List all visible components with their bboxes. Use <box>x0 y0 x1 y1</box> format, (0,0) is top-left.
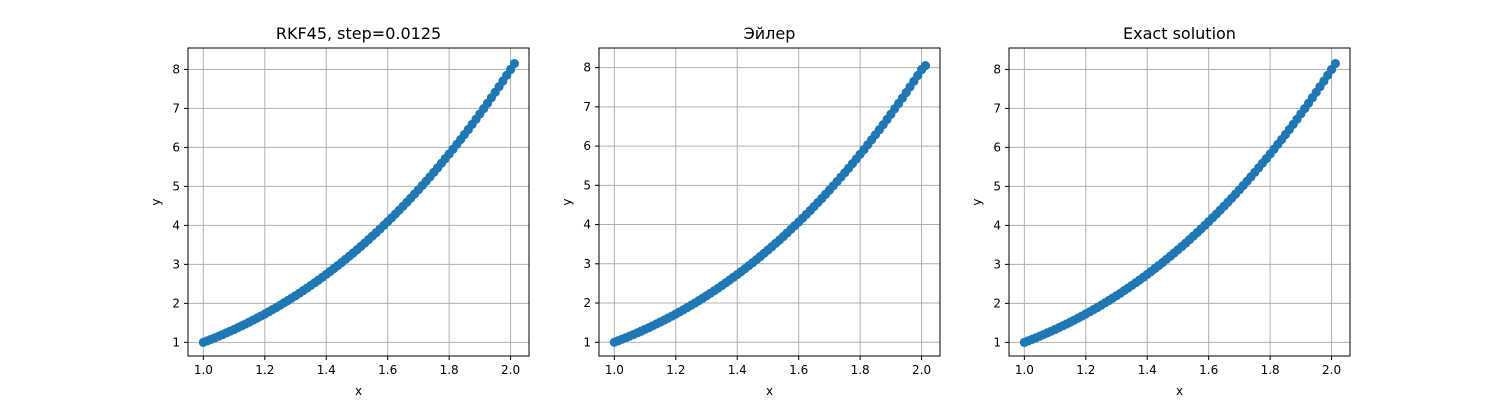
chart-title: Exact solution <box>1123 24 1236 43</box>
y-tick-label: 7 <box>993 101 1001 115</box>
x-axis-label: x <box>766 384 773 398</box>
x-tick-label: 2.0 <box>1322 363 1341 377</box>
y-tick-label: 1 <box>583 335 591 349</box>
x-tick-label: 2.0 <box>501 363 520 377</box>
y-tick-label: 4 <box>583 218 591 232</box>
x-tick-label: 1.2 <box>666 363 685 377</box>
y-tick-label: 8 <box>993 62 1001 76</box>
chart-panel-3: 1.0 1.2 1.4 1.6 1.8 2.0 1 2 3 4 5 6 7 8 Exact solution… <box>970 24 1351 398</box>
x-tick-label: 1.6 <box>1199 363 1218 377</box>
y-tick-label: 5 <box>583 178 591 192</box>
y-tick-label: 2 <box>583 296 591 310</box>
y-axis-label: y <box>560 198 574 205</box>
y-tick-label: 8 <box>172 62 180 76</box>
x-tick-label: 1.8 <box>440 363 459 377</box>
x-tick-label: 1.0 <box>1015 363 1034 377</box>
x-tick-label: 1.2 <box>255 363 274 377</box>
y-tick-label: 7 <box>583 100 591 114</box>
y-tick-label: 6 <box>172 140 180 154</box>
data-series <box>1019 58 1341 347</box>
y-tick-label: 5 <box>172 179 180 193</box>
y-tick-label: 2 <box>993 296 1001 310</box>
data-point <box>509 58 520 69</box>
x-axis-label: x <box>355 384 362 398</box>
chart-title: Эйлер <box>744 24 796 43</box>
y-tick-label: 4 <box>172 218 180 232</box>
y-tick-label: 7 <box>172 101 180 115</box>
x-tick-label: 1.4 <box>728 363 747 377</box>
x-tick-label: 1.0 <box>605 363 624 377</box>
x-tick-label: 1.4 <box>1138 363 1157 377</box>
x-axis-label: x <box>1176 384 1183 398</box>
chart-panel-2: 1.0 1.2 1.4 1.6 1.8 2.0 1 2 3 4 5 6 7 8 Эйлер x y <box>560 24 941 398</box>
x-tick-label: 1.8 <box>851 363 870 377</box>
y-tick-label: 4 <box>993 218 1001 232</box>
y-tick-label: 1 <box>172 335 180 349</box>
x-tick-label: 1.2 <box>1076 363 1095 377</box>
chart-title: RKF45, step=0.0125 <box>276 24 441 43</box>
x-tick-label: 1.6 <box>378 363 397 377</box>
x-tick-label: 1.8 <box>1261 363 1280 377</box>
y-tick-label: 6 <box>993 140 1001 154</box>
y-tick-label: 3 <box>583 257 591 271</box>
data-point <box>920 61 931 71</box>
y-tick-label: 3 <box>993 257 1001 271</box>
y-tick-label: 1 <box>993 335 1001 349</box>
y-axis-label: y <box>149 198 163 205</box>
y-tick-label: 5 <box>993 179 1001 193</box>
data-series <box>198 58 520 347</box>
x-tick-label: 1.4 <box>317 363 336 377</box>
plot-frame <box>187 47 530 357</box>
data-point <box>1330 58 1341 69</box>
data-series <box>609 61 931 347</box>
x-tick-label: 1.6 <box>789 363 808 377</box>
plot-frame <box>1008 47 1351 357</box>
y-tick-label: 2 <box>172 296 180 310</box>
y-axis-label: y <box>970 198 984 205</box>
plot-frame <box>598 47 941 357</box>
chart-panel-1: 1.0 1.2 1.4 1.6 1.8 2.0 1 2 3 4 5 6 7 8 RKF45, step=0.… <box>149 24 530 398</box>
y-tick-label: 6 <box>583 139 591 153</box>
y-tick-label: 3 <box>172 257 180 271</box>
x-tick-label: 2.0 <box>912 363 931 377</box>
x-tick-label: 1.0 <box>194 363 213 377</box>
y-tick-label: 8 <box>583 61 591 75</box>
